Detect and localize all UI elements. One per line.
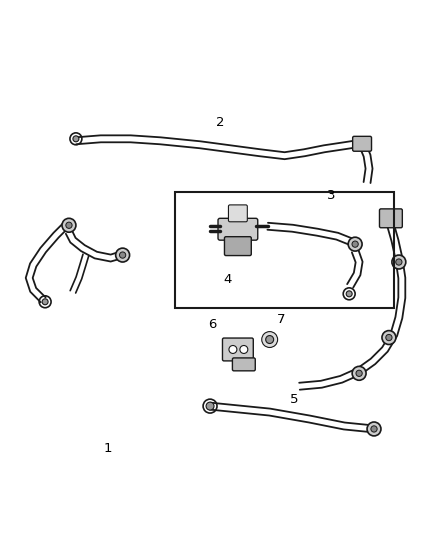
Circle shape [240, 345, 248, 353]
Circle shape [229, 345, 237, 353]
FancyBboxPatch shape [229, 205, 247, 222]
Circle shape [382, 330, 396, 344]
Circle shape [386, 334, 392, 341]
Circle shape [352, 241, 358, 247]
FancyBboxPatch shape [353, 136, 371, 151]
Circle shape [396, 259, 402, 265]
Circle shape [392, 255, 406, 269]
FancyBboxPatch shape [379, 209, 403, 228]
Circle shape [367, 422, 381, 436]
Circle shape [62, 219, 76, 232]
Circle shape [346, 291, 352, 297]
Text: 5: 5 [290, 393, 299, 406]
Circle shape [352, 366, 366, 380]
Bar [175, 192, 394, 308]
Text: 4: 4 [224, 273, 232, 286]
Circle shape [120, 252, 126, 258]
Circle shape [371, 426, 377, 432]
Text: 7: 7 [277, 313, 286, 326]
FancyBboxPatch shape [224, 237, 251, 255]
Text: 2: 2 [216, 116, 224, 130]
Circle shape [266, 336, 274, 343]
Circle shape [73, 136, 79, 142]
Circle shape [356, 370, 362, 376]
Circle shape [348, 237, 362, 251]
Circle shape [42, 299, 48, 305]
FancyBboxPatch shape [223, 338, 253, 361]
Circle shape [262, 332, 278, 348]
Circle shape [116, 248, 130, 262]
Circle shape [66, 222, 72, 229]
FancyBboxPatch shape [218, 219, 258, 240]
Text: 6: 6 [208, 318, 216, 331]
Text: 1: 1 [103, 442, 112, 455]
Circle shape [206, 402, 214, 410]
Text: 3: 3 [327, 189, 336, 202]
FancyBboxPatch shape [233, 358, 255, 371]
